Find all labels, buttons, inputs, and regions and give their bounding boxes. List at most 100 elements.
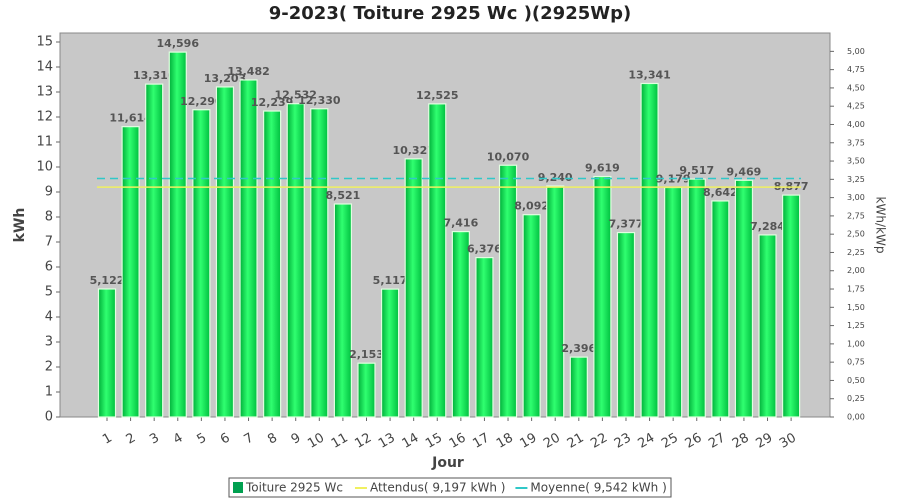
x-tick-label: 30	[777, 431, 799, 452]
y-tick-label: 10	[36, 160, 53, 175]
bar	[333, 203, 352, 418]
bar	[522, 214, 541, 418]
legend-swatch	[233, 482, 243, 493]
y2-axis-label: kWh/kWp	[874, 197, 888, 254]
y2-tick-label: 0,75	[847, 358, 865, 367]
y2-tick-label: 3,25	[847, 175, 865, 184]
x-tick-label: 9	[289, 431, 304, 448]
value-label: 2,153	[349, 348, 384, 361]
bar	[286, 103, 305, 418]
x-tick-label: 7	[242, 431, 257, 448]
legend	[228, 477, 672, 498]
bar	[310, 108, 329, 418]
value-label: 12,290	[180, 95, 223, 108]
legend-label: Moyenne( 9,542 kWh )	[530, 481, 666, 495]
bar	[734, 179, 754, 418]
x-tick-label: 3	[147, 431, 162, 448]
bar	[711, 200, 730, 418]
value-label: 9,517	[679, 164, 714, 177]
bar	[451, 231, 470, 418]
y2-tick-label: 2,25	[847, 248, 865, 257]
x-tick-label: 24	[635, 431, 657, 452]
value-label: 11,614	[109, 112, 152, 125]
bar	[546, 185, 565, 418]
x-tick-label: 1	[100, 431, 115, 448]
value-label: 13,203	[204, 72, 246, 85]
x-tick-label: 27	[706, 431, 728, 452]
y-tick-label: 9	[45, 185, 53, 200]
y2-tick-label: 2,00	[847, 266, 865, 275]
y2-tick-label: 4,25	[847, 102, 865, 111]
value-label: 12,330	[298, 94, 341, 107]
y2-tick-label: 1,25	[847, 321, 865, 330]
x-tick-label: 6	[218, 431, 233, 448]
x-tick-label: 12	[352, 431, 374, 452]
x-tick-label: 8	[265, 431, 280, 448]
y2-tick-label: 1,75	[847, 285, 865, 294]
y2-tick-label: 2,50	[847, 230, 865, 239]
value-label: 2,396	[561, 342, 596, 355]
value-label: 9,240	[538, 171, 573, 184]
value-label: 12,239	[251, 96, 293, 109]
x-tick-label: 18	[494, 431, 516, 452]
bar	[664, 186, 683, 418]
bar	[121, 126, 140, 418]
y-tick-label: 14	[36, 60, 53, 75]
x-tick-label: 13	[376, 431, 398, 452]
y-axis-label: kWh	[12, 208, 28, 243]
y2-tick-label: 0,25	[847, 394, 865, 403]
x-tick-label: 15	[423, 431, 445, 452]
chart-title: 9-2023( Toiture 2925 Wc )(2925Wp)	[269, 3, 631, 24]
x-tick-label: 16	[447, 431, 469, 452]
bar	[168, 51, 187, 418]
x-tick-label: 22	[588, 431, 610, 452]
value-label: 10,327	[392, 144, 434, 157]
value-label: 9,469	[727, 165, 762, 178]
value-label: 8,092	[514, 200, 549, 213]
y2-tick-label: 1,50	[847, 303, 865, 312]
bar	[640, 82, 659, 418]
bar	[593, 175, 612, 418]
bar	[569, 356, 588, 418]
value-label: 8,642	[703, 186, 738, 199]
y-tick-label: 13	[36, 85, 53, 100]
value-label: 10,070	[487, 150, 530, 163]
bar	[145, 83, 164, 418]
bar	[239, 79, 258, 418]
bar	[687, 178, 706, 418]
x-tick-label: 23	[612, 431, 634, 452]
bar	[357, 362, 376, 418]
y2-tick-label: 3,75	[847, 138, 865, 147]
value-label: 7,284	[750, 220, 785, 233]
y-tick-label: 1	[45, 385, 53, 400]
bar	[215, 86, 235, 418]
x-tick-label: 25	[659, 431, 681, 452]
y2-tick-label: 0,00	[847, 413, 865, 422]
x-tick-label: 11	[329, 431, 351, 452]
x-tick-label: 10	[305, 431, 327, 452]
y-tick-label: 12	[36, 110, 53, 125]
value-label: 6,376	[467, 243, 502, 256]
x-tick-label: 29	[753, 431, 775, 452]
y-tick-label: 2	[45, 360, 53, 375]
y2-tick-label: 3,50	[847, 157, 865, 166]
y-tick-label: 4	[45, 310, 53, 325]
value-label: 8,521	[326, 189, 361, 202]
value-label: 12,525	[416, 89, 458, 102]
x-tick-label: 4	[171, 431, 186, 448]
bar	[380, 288, 400, 418]
x-tick-label: 19	[518, 431, 540, 452]
bar	[758, 234, 777, 418]
y-tick-label: 11	[36, 135, 53, 150]
y-tick-label: 15	[36, 35, 53, 50]
x-tick-label: 21	[565, 431, 587, 452]
value-label: 13,341	[628, 68, 670, 81]
y2-tick-label: 1,00	[847, 339, 865, 348]
x-axis-label: Jour	[431, 455, 464, 471]
y-tick-label: 7	[45, 235, 53, 250]
x-tick-label: 2	[124, 431, 139, 448]
bar	[404, 158, 423, 418]
y-tick-label: 8	[45, 210, 53, 225]
